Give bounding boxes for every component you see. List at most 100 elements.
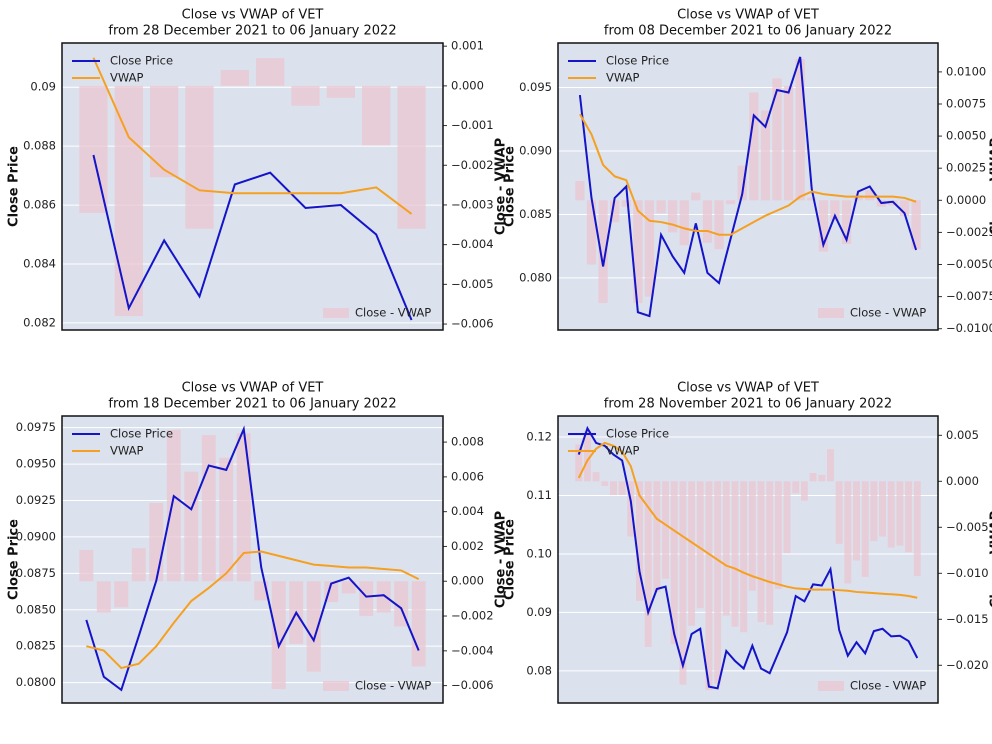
y2-axis-label: Close - VWAP	[494, 511, 509, 608]
y2-tick-label: −0.0075	[946, 289, 992, 303]
y2-tick-label: 0.004	[451, 504, 484, 518]
y2-tick-label: −0.004	[451, 643, 494, 657]
bar	[826, 449, 834, 482]
y2-tick-label: 0.0100	[946, 64, 986, 78]
y2-tick-label: 0.005	[946, 428, 979, 442]
bar	[644, 200, 655, 297]
y-tick-label: 0.0950	[16, 457, 56, 471]
y2-tick-label: −0.020	[946, 658, 989, 672]
y2-tick-label: −0.005	[451, 277, 494, 291]
bar	[757, 481, 765, 623]
bar	[256, 58, 285, 86]
y-axis-label: Close Price	[7, 519, 22, 600]
bar	[79, 549, 94, 582]
y-tick-label: 0.080	[519, 270, 552, 284]
y2-tick-label: −0.0025	[946, 225, 992, 239]
bar	[792, 481, 800, 494]
bar	[783, 86, 794, 201]
plot-background	[62, 416, 443, 703]
bar	[774, 481, 782, 589]
y2-tick-label: −0.002	[451, 609, 494, 623]
bar	[705, 481, 713, 691]
y-tick-label: 0.084	[23, 256, 56, 270]
y-tick-label: 0.08	[526, 663, 552, 677]
y2-tick-label: 0.0000	[946, 193, 986, 207]
y2-tick-label: −0.001	[451, 118, 494, 132]
legend-label: VWAP	[606, 71, 639, 85]
bar	[679, 481, 687, 685]
bar	[114, 581, 129, 608]
y-tick-label: 0.09	[526, 605, 552, 619]
line	[92, 57, 413, 215]
y-tick-label: 0.11	[526, 488, 552, 502]
bar	[592, 472, 600, 482]
y2-tick-label: −0.006	[451, 678, 494, 692]
bar	[795, 59, 805, 201]
bar	[575, 181, 585, 201]
y-tick-label: 0.082	[23, 315, 56, 329]
legend-swatch	[818, 681, 844, 691]
y2-tick-label: 0.000	[946, 474, 979, 488]
bar	[853, 481, 860, 561]
y2-tick-label: 0.0075	[946, 96, 986, 110]
plot-background	[558, 43, 938, 330]
y2-tick-label: −0.015	[946, 612, 989, 626]
bar	[166, 429, 181, 582]
bar	[359, 581, 374, 617]
y-axis-label: Close Price	[503, 519, 518, 600]
bar	[291, 85, 320, 106]
bar	[783, 481, 791, 554]
chart-subtitle: from 28 December 2021 to 06 January 2022	[108, 24, 396, 39]
y2-tick-label: 0.001	[451, 39, 484, 53]
legend-label: Close - VWAP	[355, 679, 431, 693]
bar	[184, 471, 199, 582]
bar	[899, 200, 910, 216]
bar	[411, 581, 426, 667]
line	[92, 154, 413, 321]
bar	[896, 481, 904, 546]
bar	[887, 481, 895, 548]
chart-subtitle: from 28 November 2021 to 06 January 2022	[604, 397, 892, 412]
bar	[911, 200, 921, 250]
y-tick-label: 0.088	[23, 139, 56, 153]
bar	[271, 581, 286, 690]
legend-label: Close - VWAP	[850, 679, 926, 693]
bar	[114, 85, 143, 317]
bar	[800, 481, 808, 501]
y2-tick-label: 0.002	[451, 539, 484, 553]
bar	[621, 200, 631, 207]
legend-label: Close Price	[110, 427, 173, 441]
bar	[131, 548, 146, 582]
plot-background	[558, 416, 938, 703]
y-tick-label: 0.095	[519, 80, 552, 94]
bar	[644, 481, 652, 647]
bar	[731, 481, 739, 627]
bar	[219, 457, 234, 582]
bar	[149, 502, 164, 582]
y-tick-label: 0.0825	[16, 639, 56, 653]
plot-frame	[61, 415, 444, 704]
bar	[861, 481, 869, 577]
bar	[748, 481, 756, 591]
line	[579, 113, 917, 236]
legend-swatch	[323, 308, 349, 318]
line	[85, 425, 420, 692]
bar	[601, 481, 609, 486]
bar	[722, 481, 730, 616]
bar	[201, 435, 216, 582]
legend-label: VWAP	[110, 444, 143, 458]
bar	[150, 85, 179, 178]
bar	[913, 481, 921, 577]
y-axis-label: Close Price	[503, 146, 518, 227]
bar	[809, 473, 817, 482]
plot-frame	[557, 42, 939, 331]
y-tick-label: 0.0900	[16, 529, 56, 543]
bar	[656, 200, 666, 214]
y-tick-label: 0.09	[30, 80, 56, 94]
y-tick-label: 0.0800	[16, 675, 56, 689]
line	[577, 425, 919, 690]
bar	[691, 192, 701, 201]
